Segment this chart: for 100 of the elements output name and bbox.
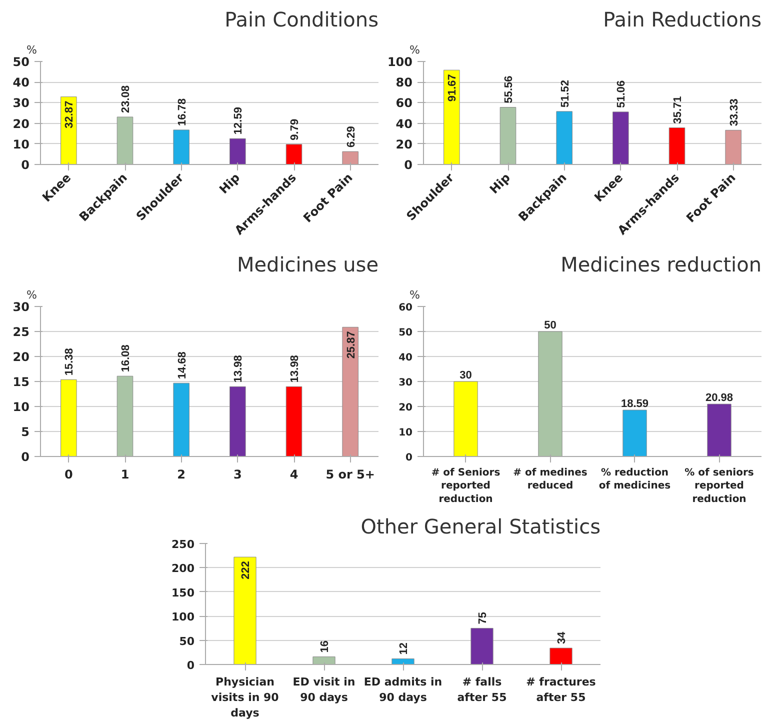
data-label: 13.98 [289,355,301,383]
bar [500,107,516,164]
x-tick-label: 5 or 5+ [326,468,375,482]
chart-title: Medicines use [236,252,379,276]
y-axis-title: % [410,288,420,302]
y-tick-label: 200 [172,562,195,576]
x-tick-label: 4 [290,468,298,482]
y-tick-label: 20 [398,402,413,414]
data-label: 32.87 [64,100,76,128]
bar [60,379,77,456]
bar [230,138,246,164]
y-tick-label: 50 [179,634,195,648]
y-tick-label: 100 [172,610,195,624]
y-axis-title: % [26,288,37,302]
x-tick-label: % reduction of medicines [598,468,671,492]
y-tick-label: 15 [12,375,30,389]
y-tick-label: 40 [396,116,413,131]
y-tick-label: 0 [186,659,195,672]
y-tick-label: 10 [12,400,30,414]
y-tick-label: 20 [12,116,30,131]
x-tick-label: # of Seniors reported reduction [431,468,500,505]
y-tick-label: 0 [21,158,30,172]
bar [470,628,494,664]
bar [392,658,414,664]
y-tick-label: 25 [12,325,30,339]
y-tick-label: 0 [21,450,30,464]
x-tick-label: % of seniors reported reduction [684,468,754,505]
bar [312,656,336,664]
bar [230,386,246,456]
y-tick-label: 5 [21,425,30,439]
data-label: 12 [398,642,410,655]
y-tick-label: 60 [398,302,413,314]
data-label: 34 [556,630,568,644]
bar [550,648,572,664]
bar [286,386,302,456]
data-label: 13.98 [232,355,245,383]
chart-title: Pain Reductions [603,8,762,32]
y-axis-title: % [410,44,420,56]
data-label: 51.52 [559,80,572,108]
data-label: 25.87 [345,331,358,359]
bar [342,326,358,456]
bar [173,130,190,164]
bar [668,127,686,164]
y-tick-label: 100 [387,55,413,69]
y-tick-label: 0 [404,158,413,172]
y-tick-label: 50 [398,328,413,338]
data-label: 14.68 [176,352,188,380]
bar [538,331,562,456]
x-tick-label: 3 [233,468,242,482]
data-label: 16.08 [120,344,132,372]
x-tick-label: 2 [177,468,186,482]
x-tick-label: Hip [486,170,514,197]
y-tick-label: 40 [398,352,413,364]
y-tick-label: 30 [12,300,30,314]
y-tick-label: 10 [398,428,413,438]
x-tick-label: 1 [120,468,130,482]
x-tick-label: 0 [64,468,73,482]
data-label: 33.33 [728,98,740,126]
data-label: 91.67 [446,74,459,102]
bar [173,382,190,456]
data-label: 12.59 [232,107,245,135]
y-tick-label: 150 [172,586,195,600]
bar [116,376,134,456]
y-tick-label: 30 [12,96,30,110]
x-tick-label: ED admits in 90 days [364,676,442,704]
data-label: 30 [460,370,472,382]
y-tick-label: 20 [12,350,30,364]
y-tick-label: 0 [406,452,413,464]
data-label: 51.06 [616,80,628,108]
y-tick-label: 80 [396,76,413,90]
data-label: 16.78 [176,98,188,126]
data-label: 18.59 [620,398,649,410]
data-label: 50 [544,320,556,332]
data-label: 9.79 [289,118,301,140]
data-label: 20.98 [705,392,734,404]
bar [454,381,478,456]
bar [342,151,358,164]
data-label: 35.71 [672,96,684,124]
chart-title: Pain Conditions [224,8,379,32]
y-tick-label: 250 [172,538,195,551]
bar [286,144,302,164]
data-label: 16 [319,640,331,653]
data-label: 15.38 [64,348,76,376]
y-axis-title: % [26,44,37,56]
x-tick-label: # of medines reduced [513,468,588,492]
bar [234,556,256,664]
bar [622,410,647,456]
data-label: 55.56 [503,76,515,104]
bar [116,116,134,164]
y-tick-label: 50 [12,55,30,69]
bar [612,112,629,164]
chart-title: Medicines reduction [560,252,762,276]
bar [444,70,460,164]
x-tick-label: Physician visits in 90 days [211,676,280,720]
x-tick-label: # falls after 55 [457,676,507,704]
bar [556,111,572,164]
y-tick-label: 20 [396,137,413,152]
y-tick-label: 60 [396,96,413,110]
y-tick-label: 10 [12,137,30,152]
x-tick-label: ED visit in 90 days [292,676,356,704]
